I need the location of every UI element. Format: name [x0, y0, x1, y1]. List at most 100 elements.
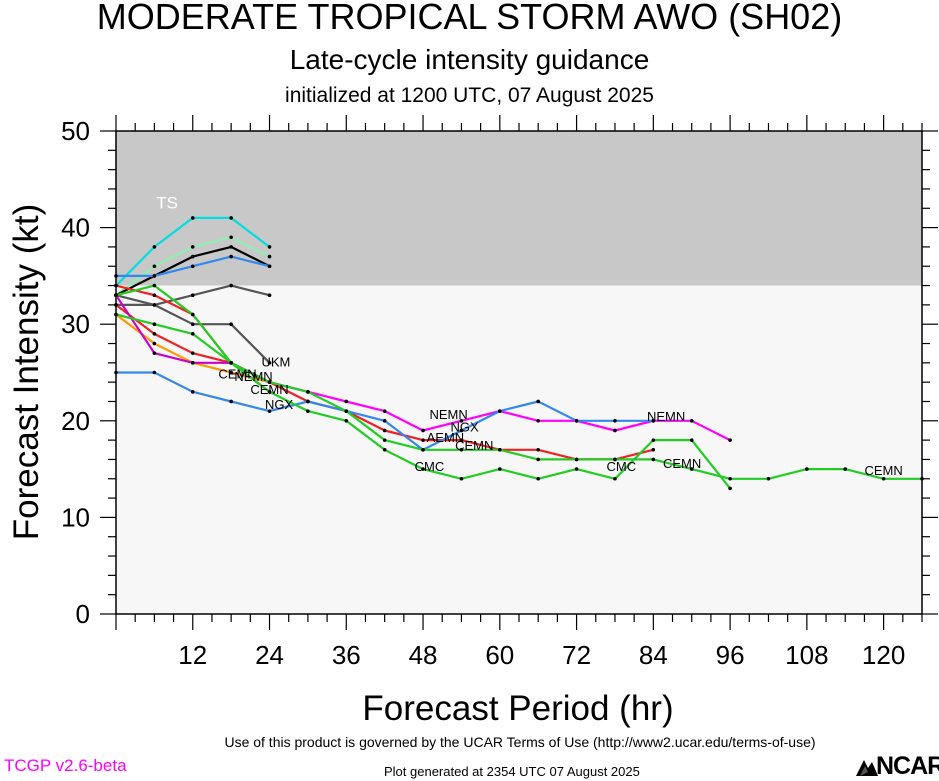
- data-point: [152, 264, 157, 269]
- data-point: [613, 419, 617, 423]
- data-point: [881, 476, 886, 481]
- data-point: [229, 399, 233, 404]
- data-point: [344, 409, 349, 413]
- data-point: [536, 476, 540, 481]
- init-time: initialized at 1200 UTC, 07 August 2025: [285, 84, 654, 107]
- data-point: [382, 428, 387, 433]
- data-point: [114, 370, 118, 375]
- data-point: [114, 274, 118, 278]
- data-point: [651, 419, 656, 423]
- data-point: [766, 476, 771, 481]
- data-point: [536, 399, 540, 404]
- data-point: [421, 467, 425, 471]
- data-point: [728, 438, 732, 442]
- data-point: [689, 419, 694, 423]
- data-point: [152, 274, 157, 278]
- series-3: [114, 254, 272, 278]
- data-point: [536, 457, 540, 462]
- data-point: [152, 322, 157, 327]
- terms-of-use: Use of this product is governed by the U…: [224, 734, 816, 750]
- data-point: [613, 457, 617, 462]
- data-point: [190, 293, 195, 298]
- y-tick-label: 30: [61, 309, 90, 339]
- data-point: [114, 283, 118, 288]
- data-point: [190, 390, 195, 394]
- data-point: [728, 486, 732, 491]
- data-point: [574, 457, 579, 462]
- model-label: CMC: [607, 459, 637, 474]
- data-point: [306, 399, 310, 404]
- x-tick-label: 120: [862, 640, 905, 670]
- data-point: [267, 390, 272, 394]
- series-line: [115, 284, 922, 480]
- data-point: [267, 293, 272, 298]
- intensity-chart: 0 10 20 30 40 50 12 24 36 48 60 72 84 96 108 120 TS UKM C…: [7, 115, 938, 728]
- chart-title: MODERATE TROPICAL STORM AWO (SH02): [96, 0, 843, 37]
- intensity-band: [116, 131, 922, 286]
- data-point: [229, 254, 233, 259]
- data-point: [114, 293, 118, 298]
- y-tick-label: 0: [76, 599, 90, 629]
- logo-text: NCAR: [876, 752, 939, 780]
- chart-subtitle: Late-cycle intensity guidance: [289, 44, 650, 75]
- data-point: [459, 447, 464, 452]
- series-0: [114, 216, 272, 288]
- series-13: [114, 312, 732, 491]
- data-point: [267, 361, 272, 365]
- data-point: [536, 419, 540, 423]
- data-point: [613, 476, 617, 481]
- data-point: [459, 419, 464, 423]
- data-point: [536, 447, 540, 452]
- x-tick-label: 24: [255, 640, 284, 670]
- data-point: [689, 438, 694, 442]
- series-11: [114, 370, 656, 452]
- data-point: [344, 419, 349, 423]
- data-point: [421, 447, 425, 452]
- data-point: [689, 467, 694, 471]
- data-point: [267, 254, 272, 259]
- model-label: AEMN: [427, 430, 465, 445]
- x-tick-label: 48: [409, 640, 438, 670]
- data-point: [152, 351, 157, 355]
- model-label: CEMN: [663, 456, 701, 471]
- data-point: [382, 447, 387, 452]
- data-point: [229, 322, 233, 327]
- version-label: TCGP v2.6-beta: [4, 756, 127, 775]
- model-label: CEMN: [455, 438, 493, 453]
- data-point: [267, 380, 272, 384]
- data-point: [229, 245, 233, 249]
- data-point: [344, 399, 349, 404]
- y-tick-label: 50: [61, 116, 90, 146]
- data-point: [229, 283, 233, 288]
- x-tick-label: 36: [332, 640, 361, 670]
- model-label: UKM: [261, 355, 290, 370]
- data-point: [190, 361, 195, 365]
- data-point: [267, 245, 272, 249]
- model-label: NEMN: [647, 409, 685, 424]
- data-point: [152, 293, 157, 298]
- model-label: TS: [156, 193, 178, 212]
- data-point: [382, 409, 387, 413]
- data-point: [459, 438, 464, 442]
- y-tick-label: 10: [61, 502, 90, 532]
- data-point: [190, 351, 195, 355]
- y-tick-label: 20: [61, 406, 90, 436]
- model-label: CEMN: [864, 463, 902, 478]
- model-label: NGX: [265, 397, 294, 412]
- model-label: CEMN: [218, 366, 256, 381]
- ncar-logo-icon: [856, 760, 878, 776]
- x-tick-label: 60: [485, 640, 514, 670]
- data-point: [728, 476, 732, 481]
- x-tick-label: 84: [639, 640, 668, 670]
- y-axis-label: Forecast Intensity (kt): [7, 204, 46, 540]
- data-point: [459, 428, 464, 433]
- data-point: [229, 361, 233, 365]
- data-point: [229, 370, 233, 375]
- x-tick-label: 72: [562, 640, 591, 670]
- data-point: [190, 322, 195, 327]
- data-point: [267, 264, 272, 269]
- data-point: [190, 254, 195, 259]
- model-label: NGX: [451, 419, 480, 434]
- data-point: [267, 409, 272, 413]
- data-point: [190, 264, 195, 269]
